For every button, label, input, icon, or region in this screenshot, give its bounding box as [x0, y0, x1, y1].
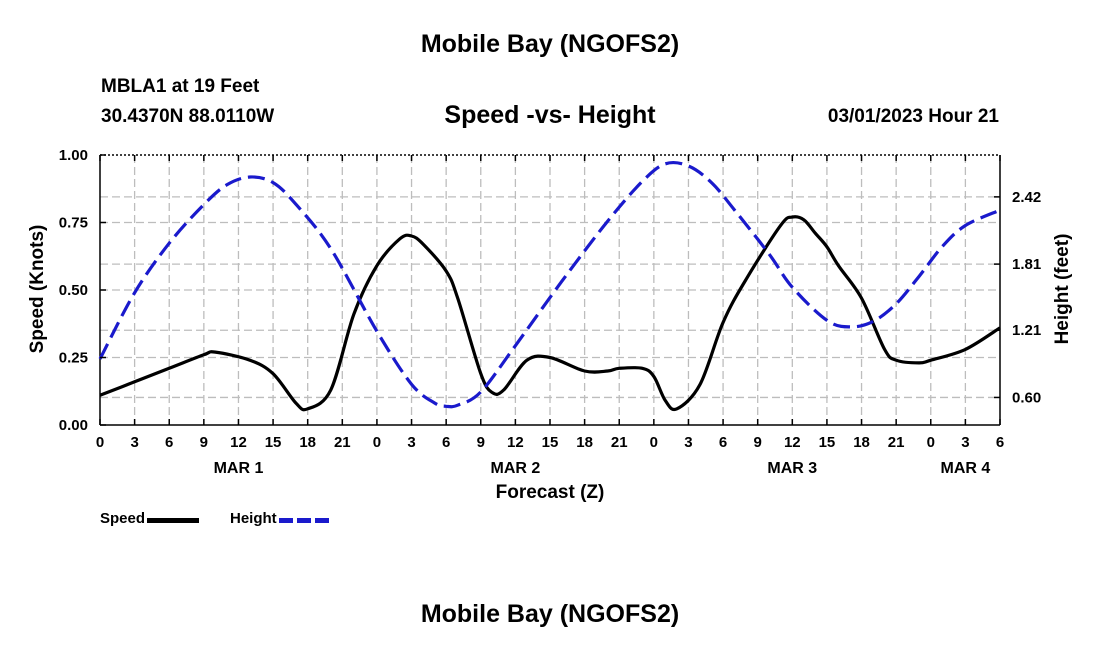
- legend-height-swatch: [278, 517, 331, 523]
- x-tick-label: 15: [542, 434, 559, 451]
- series-lines: [98, 160, 1001, 412]
- x-tick-label: 0: [650, 434, 658, 451]
- x-tick-label: 0: [96, 434, 104, 451]
- x-tick-label: 15: [265, 434, 282, 451]
- x-tick-label: 3: [407, 434, 415, 451]
- x-tick-label: 6: [442, 434, 450, 451]
- y2-tick-label: 0.60: [1012, 389, 1041, 406]
- x-tick-label: 12: [507, 434, 524, 451]
- y-tick-label: 0.00: [59, 417, 88, 434]
- date-label: MAR 4: [940, 460, 990, 477]
- date-label: MAR 2: [490, 460, 540, 477]
- x-tick-label: 0: [927, 434, 935, 451]
- grid-lines: [100, 155, 1000, 425]
- legend-speed-label: Speed: [100, 510, 146, 527]
- chart-title: Mobile Bay (NGOFS2): [420, 30, 680, 58]
- x-tick-label: 15: [819, 434, 836, 451]
- forecast-datetime: 03/01/2023 Hour 21: [827, 106, 999, 127]
- y2-tick-label: 2.42: [1012, 189, 1041, 206]
- legend-speed: Speed: [100, 510, 200, 527]
- x-tick-label: 3: [684, 434, 692, 451]
- x-tick-label: 3: [130, 434, 138, 451]
- x-tick-label: 18: [576, 434, 593, 451]
- x-tick-label: 21: [334, 434, 351, 451]
- x-axis-label: Forecast (Z): [495, 482, 605, 503]
- y-tick-label: 0.50: [59, 282, 88, 299]
- x-tick-label: 0: [373, 434, 381, 451]
- legend-speed-swatch: [147, 517, 200, 523]
- station-label: MBLA1 at 19 Feet: [101, 76, 260, 97]
- x-tick-label: 12: [784, 434, 801, 451]
- axis-ticks: 0 3 6 9 12 15 18 21 0 3 6 9 12 15 18 21 0 3 6 9 12 15 18 21 0 3 6M…: [59, 147, 1041, 477]
- legend-height: Height: [230, 510, 331, 527]
- x-tick-label: 9: [754, 434, 762, 451]
- x-tick-label: 6: [719, 434, 727, 451]
- series-line-height: [98, 160, 1001, 409]
- date-label: MAR 1: [214, 460, 264, 477]
- y2-axis-label: Height (feet): [1052, 233, 1073, 345]
- x-tick-label: 18: [853, 434, 870, 451]
- y2-tick-label: 1.21: [1012, 322, 1041, 339]
- x-tick-label: 9: [477, 434, 485, 451]
- footer-title: Mobile Bay (NGOFS2): [420, 600, 680, 628]
- x-tick-label: 18: [299, 434, 316, 451]
- chart-subtitle: Speed -vs- Height: [444, 101, 656, 129]
- x-tick-label: 21: [888, 434, 905, 451]
- x-tick-label: 21: [611, 434, 628, 451]
- x-tick-label: 12: [230, 434, 247, 451]
- y2-tick-label: 1.81: [1012, 256, 1041, 273]
- y-tick-label: 0.25: [59, 350, 88, 367]
- x-tick-label: 6: [996, 434, 1004, 451]
- y-axis-label: Speed (Knots): [27, 224, 48, 354]
- y-tick-label: 0.75: [59, 215, 88, 232]
- y-tick-label: 1.00: [59, 147, 88, 164]
- x-tick-label: 9: [200, 434, 208, 451]
- x-tick-label: 3: [961, 434, 969, 451]
- series-line-speed: [99, 215, 1001, 412]
- date-label: MAR 3: [767, 460, 817, 477]
- legend-height-label: Height: [230, 510, 277, 527]
- station-coords: 30.4370N 88.0110W: [101, 106, 275, 127]
- x-tick-label: 6: [165, 434, 173, 451]
